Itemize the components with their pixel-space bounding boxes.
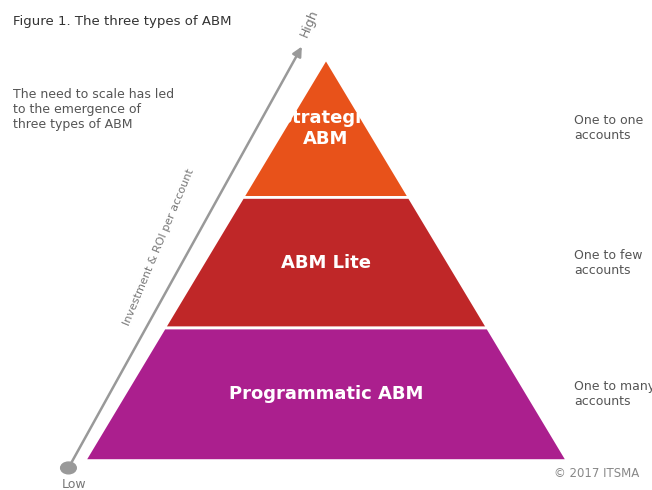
Polygon shape: [85, 328, 567, 461]
Circle shape: [61, 462, 76, 474]
Text: ABM Lite: ABM Lite: [281, 254, 371, 272]
Text: Programmatic ABM: Programmatic ABM: [229, 385, 423, 403]
Text: One to many
accounts: One to many accounts: [574, 380, 652, 408]
Text: One to one
accounts: One to one accounts: [574, 114, 643, 142]
Polygon shape: [164, 197, 488, 328]
Text: One to few
accounts: One to few accounts: [574, 249, 642, 277]
Polygon shape: [243, 59, 409, 197]
Text: High: High: [298, 8, 321, 39]
Text: Investment & ROI per account: Investment & ROI per account: [122, 168, 196, 327]
Text: Low: Low: [62, 478, 87, 490]
Text: © 2017 ITSMA: © 2017 ITSMA: [554, 467, 639, 480]
Text: Strategic
ABM: Strategic ABM: [280, 109, 372, 147]
Text: Figure 1. The three types of ABM: Figure 1. The three types of ABM: [13, 15, 231, 28]
Text: The need to scale has led
to the emergence of
three types of ABM: The need to scale has led to the emergen…: [13, 88, 174, 131]
